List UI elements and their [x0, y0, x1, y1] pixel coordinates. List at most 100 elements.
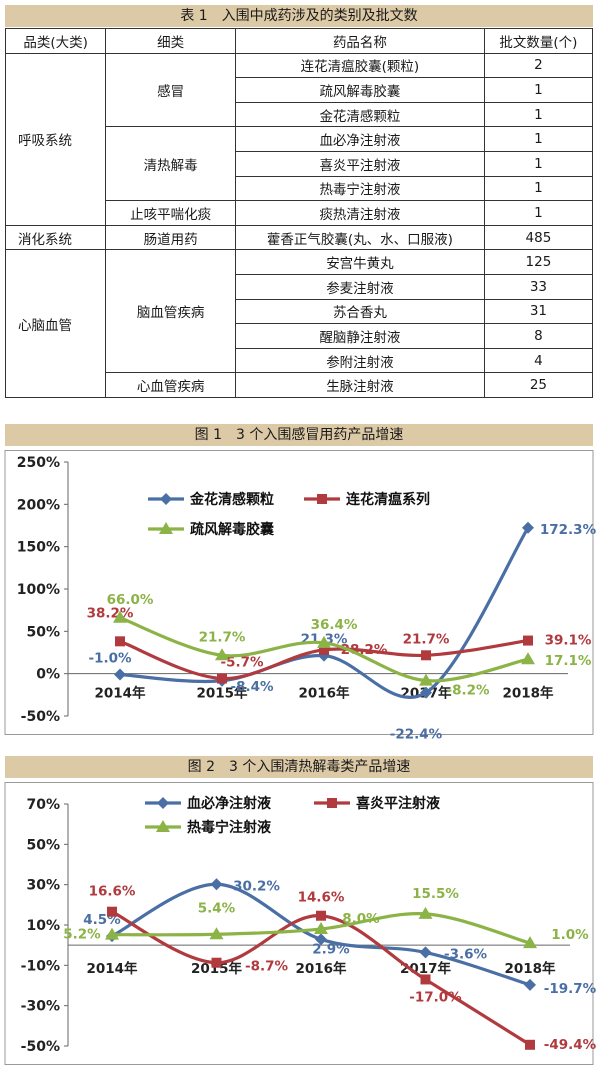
data-label: -8.7%	[245, 959, 289, 975]
y-tick-label: -30%	[21, 999, 60, 1015]
y-tick-label: 10%	[26, 918, 60, 934]
subcategory-cell: 感冒	[105, 52, 237, 128]
data-point-square	[115, 636, 125, 647]
drug-name-cell: 血必净注射液	[235, 126, 485, 152]
data-point-square	[316, 910, 326, 921]
y-tick-label: 250%	[17, 455, 60, 471]
data-label: 172.3%	[540, 522, 597, 538]
data-point-square	[525, 1039, 535, 1050]
legend-marker	[157, 797, 169, 809]
data-label: 14.6%	[298, 890, 345, 906]
subcategory-cell: 止咳平喘化痰	[105, 200, 237, 226]
x-tick-label: 2014年	[86, 960, 138, 977]
drug-name-cell: 参麦注射液	[235, 273, 485, 300]
data-point-square	[107, 906, 117, 917]
data-point-triangle	[105, 927, 119, 940]
y-tick-label: 150%	[17, 540, 60, 556]
count-cell: 125	[483, 249, 594, 275]
data-label: 15.5%	[412, 886, 459, 902]
data-label: -17.0%	[409, 989, 462, 1005]
legend-marker	[156, 820, 170, 832]
data-label: 8.0%	[342, 911, 380, 927]
table-row: 参附注射液 4	[6, 347, 594, 374]
chart-2-title: 图 2 3 个入围清热解毒类产品增速	[5, 756, 593, 778]
y-tick-label: -10%	[21, 958, 60, 974]
count-cell: 2	[483, 52, 594, 79]
data-point-square	[420, 974, 431, 985]
count-cell: 1	[483, 101, 594, 128]
data-label: 28.2%	[341, 642, 388, 658]
x-tick-label: 2014年	[94, 685, 146, 702]
count-cell: 4	[483, 347, 594, 374]
series-line	[119, 526, 530, 700]
drug-name-cell: 疏风解毒胶囊	[235, 77, 485, 103]
drug-name-cell: 苏合香丸	[235, 298, 485, 325]
data-point-triangle	[314, 922, 328, 935]
data-point-square	[523, 635, 533, 646]
data-point-diamond	[522, 521, 534, 534]
legend-marker	[159, 522, 173, 534]
count-cell: 8	[483, 323, 594, 349]
legend-marker	[160, 493, 172, 505]
chart-1-title: 图 1 3 个入围感冒用药产品增速	[5, 424, 593, 446]
data-label: 5.4%	[198, 900, 236, 916]
drug-name-cell: 参附注射液	[235, 347, 485, 374]
data-point-triangle	[113, 610, 127, 623]
drug-name-cell: 生脉注射液	[235, 372, 485, 398]
legend-label: 连花清瘟系列	[346, 491, 430, 508]
data-point-diamond	[315, 933, 327, 946]
drug-name-cell: 安宫牛黄丸	[235, 249, 485, 275]
count-cell: 25	[483, 372, 594, 398]
data-point-diamond	[420, 686, 432, 699]
y-tick-label: 50%	[26, 624, 60, 640]
count-cell: 1	[483, 126, 594, 152]
count-cell: 31	[483, 298, 594, 325]
x-tick-label: 2018年	[504, 960, 556, 977]
x-tick-label: 2016年	[298, 685, 350, 702]
header-drug-name: 药品名称	[235, 28, 485, 54]
chart-2-heat-clearing-drug-growth: 70% 50% 30% 10% -10% -30% -50% 2014年 2015年 2016年 2…	[4, 782, 597, 1065]
category-cell: 心脑血管	[4, 249, 107, 398]
data-label: 36.4%	[311, 617, 358, 633]
legend-label: 血必净注射液	[187, 795, 272, 812]
header-approval-count: 批文数量(个)	[483, 28, 594, 54]
chart-1-cold-drug-growth: 250% 200% 150% 100% 50% 0% -50% 2014年 2015年 2016年…	[4, 450, 597, 740]
data-label: 21.7%	[403, 631, 450, 647]
table-row: 呼吸系统 感冒 连花清瘟胶囊(颗粒) 2	[4, 52, 594, 226]
data-label: 39.1%	[545, 633, 592, 649]
data-label: -49.4%	[544, 1037, 597, 1053]
data-label: 66.0%	[107, 592, 154, 608]
subcategory-cell: 心血管疾病	[105, 372, 237, 398]
data-label: 17.1%	[545, 653, 592, 669]
drug-name-cell: 金花清感颗粒	[235, 101, 485, 128]
data-point-triangle	[317, 635, 331, 648]
data-point-diamond	[419, 946, 432, 959]
data-label: 2.9%	[312, 941, 350, 957]
data-point-diamond	[524, 978, 536, 991]
data-label: -1.0%	[88, 651, 132, 667]
data-label: -22.4%	[390, 727, 443, 740]
drug-name-cell: 喜炎平注射液	[235, 150, 485, 177]
table-row: 疏风解毒胶囊 1	[6, 77, 594, 103]
y-tick-label: 200%	[17, 497, 60, 513]
data-label: 5.2%	[63, 927, 101, 943]
legend-label: 喜炎平注射液	[356, 795, 441, 812]
data-point-triangle	[419, 673, 433, 686]
subcategory-cell: 清热解毒	[105, 126, 237, 202]
legend-label: 金花清感颗粒	[189, 491, 274, 508]
table-row: 消化系统 肠道用药 藿香正气胶囊(丸、水、口服液) 485	[4, 224, 594, 251]
data-point-triangle	[209, 927, 224, 940]
data-point-triangle	[215, 648, 229, 661]
data-label: -19.7%	[544, 981, 597, 997]
plot-frame	[4, 782, 594, 1065]
y-tick-label: 70%	[26, 797, 60, 813]
x-tick-label: 2015年	[191, 960, 243, 977]
drug-name-cell: 藿香正气胶囊(丸、水、口服液)	[235, 224, 485, 251]
y-tick-label: 50%	[26, 837, 60, 853]
data-label: 21.7%	[199, 629, 246, 645]
data-label: -8.2%	[446, 683, 490, 699]
header-category: 品类(大类)	[4, 28, 107, 54]
drug-name-cell: 醒脑静注射液	[235, 323, 485, 349]
table-row: 清热解毒 血必净注射液 1	[6, 126, 594, 202]
y-tick-label: -50%	[21, 1039, 60, 1055]
